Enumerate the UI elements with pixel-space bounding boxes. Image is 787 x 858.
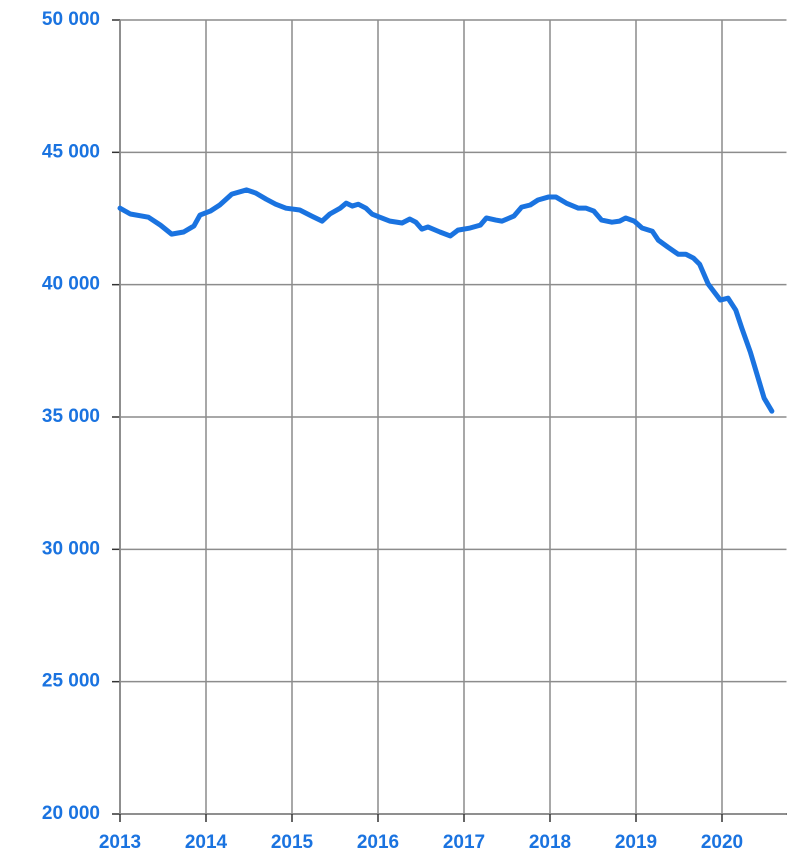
x-tick-label: 2016 — [357, 832, 399, 853]
y-tick-label: 25 000 — [42, 671, 100, 692]
x-tick-label: 2019 — [615, 832, 657, 853]
x-tick-label: 2018 — [529, 832, 571, 853]
y-tick-label: 35 000 — [42, 406, 100, 427]
data-line — [117, 187, 775, 414]
y-tick-label: 50 000 — [42, 9, 100, 30]
y-tick-label: 30 000 — [42, 538, 100, 559]
x-tick-label: 2013 — [99, 832, 141, 853]
x-tick-label: 2014 — [185, 832, 228, 853]
x-tick-label: 2015 — [271, 832, 314, 853]
y-tick-label: 40 000 — [42, 274, 100, 295]
x-tick-label: 2017 — [443, 832, 485, 853]
y-tick-label: 45 000 — [42, 141, 100, 162]
y-tick-label: 20 000 — [42, 803, 100, 824]
x-tick-label: 2020 — [701, 832, 743, 853]
